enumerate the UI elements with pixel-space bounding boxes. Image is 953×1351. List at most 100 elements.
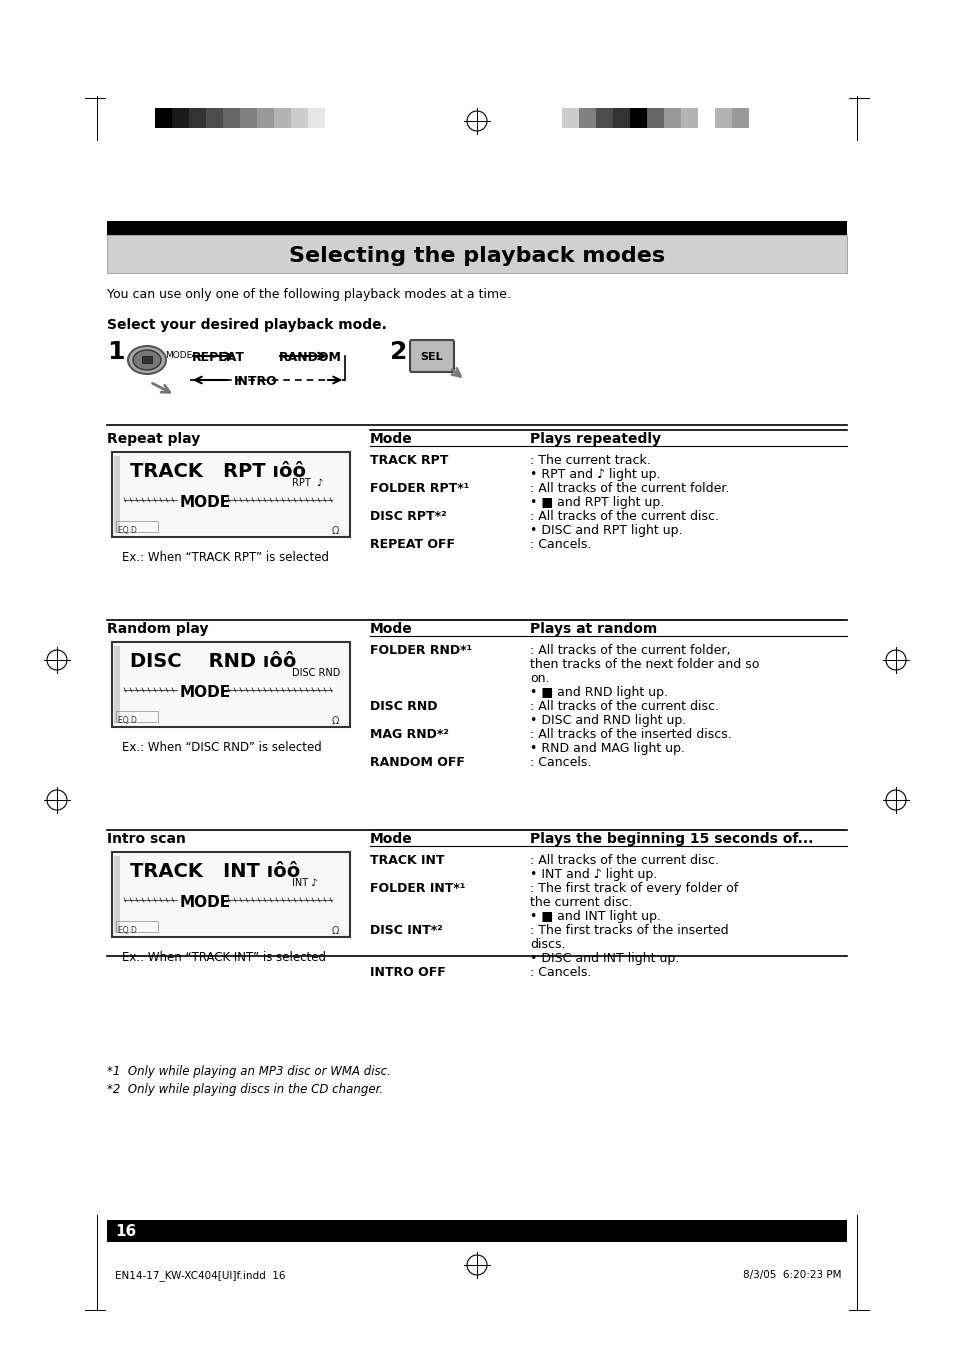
Bar [113,857,120,934]
Text: • ■ and INT light up.: • ■ and INT light up. [530,911,660,923]
Text: : All tracks of the current folder,: : All tracks of the current folder, [530,644,730,657]
Bar [112,453,350,536]
Text: the current disc.: the current disc. [530,896,632,909]
Bar [107,1220,846,1242]
Bar [646,108,663,128]
Text: 1: 1 [107,340,125,363]
Bar [714,108,731,128]
Text: FOLDER INT*¹: FOLDER INT*¹ [370,882,465,894]
Bar [698,108,714,128]
Text: • ■ and RND light up.: • ■ and RND light up. [530,686,667,698]
Text: EQ D: EQ D [118,716,136,725]
Bar [116,711,158,721]
Text: TRACK   INT ıôô: TRACK INT ıôô [130,862,300,881]
Text: • ■ and RPT light up.: • ■ and RPT light up. [530,496,663,509]
Text: • DISC and INT light up.: • DISC and INT light up. [530,952,679,965]
Text: Repeat play: Repeat play [107,432,200,446]
Text: • DISC and RPT light up.: • DISC and RPT light up. [530,524,681,536]
Bar [113,646,120,723]
Bar [578,108,596,128]
Text: TRACK   RPT ıôô: TRACK RPT ıôô [130,462,306,481]
Bar [680,108,698,128]
Text: EQ D: EQ D [118,925,136,935]
Bar [116,521,158,532]
Text: RANDOM: RANDOM [278,351,341,363]
Bar [629,108,646,128]
Bar [731,108,748,128]
Text: RANDOM OFF: RANDOM OFF [370,757,464,769]
FancyBboxPatch shape [410,340,454,372]
Text: 2: 2 [390,340,407,363]
Text: *2  Only while playing discs in the CD changer.: *2 Only while playing discs in the CD ch… [107,1084,383,1096]
Text: You can use only one of the following playback modes at a time.: You can use only one of the following pl… [107,288,511,301]
Bar [113,457,120,534]
Text: SEL: SEL [420,353,443,362]
Text: : Cancels.: : Cancels. [530,966,591,979]
Text: : The first track of every folder of: : The first track of every folder of [530,882,738,894]
Text: : All tracks of the current disc.: : All tracks of the current disc. [530,854,719,867]
Text: TRACK INT: TRACK INT [370,854,444,867]
Text: : All tracks of the inserted discs.: : All tracks of the inserted discs. [530,728,731,740]
Text: FOLDER RND*¹: FOLDER RND*¹ [370,644,472,657]
Ellipse shape [132,350,161,370]
Text: Ω: Ω [332,716,339,725]
Text: Ex.: When “TRACK RPT” is selected: Ex.: When “TRACK RPT” is selected [122,551,329,563]
Text: : The current track.: : The current track. [530,454,650,467]
Bar [107,235,846,273]
Bar [189,108,206,128]
Text: Plays at random: Plays at random [530,621,657,636]
Bar [596,108,613,128]
Text: • RPT and ♪ light up.: • RPT and ♪ light up. [530,467,659,481]
Text: Plays the beginning 15 seconds of...: Plays the beginning 15 seconds of... [530,832,813,846]
Text: Selecting the playback modes: Selecting the playback modes [289,246,664,266]
Bar [325,108,341,128]
Text: EQ D: EQ D [118,526,136,535]
Text: DISC RND: DISC RND [370,700,437,713]
Text: MODE: MODE [180,685,231,700]
Bar [240,108,256,128]
Bar [256,108,274,128]
Bar [223,108,240,128]
Text: MODE: MODE [180,894,231,911]
Text: 16: 16 [115,1224,136,1239]
Bar [142,357,152,363]
Text: Random play: Random play [107,621,209,636]
Text: • RND and MAG light up.: • RND and MAG light up. [530,742,684,755]
Text: MODE: MODE [165,351,193,361]
Bar [613,108,629,128]
Text: DISC RND: DISC RND [292,667,340,678]
Text: discs.: discs. [530,938,565,951]
Text: MODE: MODE [180,494,231,509]
Bar [116,921,158,932]
Bar [154,108,172,128]
Text: Select your desired playback mode.: Select your desired playback mode. [107,317,387,332]
Text: Ex.: When “TRACK INT” is selected: Ex.: When “TRACK INT” is selected [122,951,326,965]
Text: Ω: Ω [332,925,339,936]
Text: Ω: Ω [332,526,339,536]
Bar [112,852,350,938]
Bar [112,642,350,727]
Text: : All tracks of the current folder.: : All tracks of the current folder. [530,482,729,494]
Ellipse shape [128,346,166,374]
Text: Ex.: When “DISC RND” is selected: Ex.: When “DISC RND” is selected [122,740,321,754]
Text: Plays repeatedly: Plays repeatedly [530,432,660,446]
Text: Mode: Mode [370,621,413,636]
Text: • INT and ♪ light up.: • INT and ♪ light up. [530,867,657,881]
Text: INT ♪: INT ♪ [292,878,317,888]
Text: on.: on. [530,671,549,685]
Text: then tracks of the next folder and so: then tracks of the next folder and so [530,658,759,671]
Text: : Cancels.: : Cancels. [530,538,591,551]
Text: DISC RPT*²: DISC RPT*² [370,509,446,523]
Text: DISC INT*²: DISC INT*² [370,924,442,938]
Bar [172,108,189,128]
Text: INTRO: INTRO [233,376,277,388]
Bar [291,108,308,128]
Text: Mode: Mode [370,832,413,846]
Bar [308,108,325,128]
Bar [206,108,223,128]
Text: Intro scan: Intro scan [107,832,186,846]
Text: : Cancels.: : Cancels. [530,757,591,769]
Text: INTRO OFF: INTRO OFF [370,966,445,979]
Text: : The first tracks of the inserted: : The first tracks of the inserted [530,924,728,938]
Text: DISC    RND ıôô: DISC RND ıôô [130,653,296,671]
